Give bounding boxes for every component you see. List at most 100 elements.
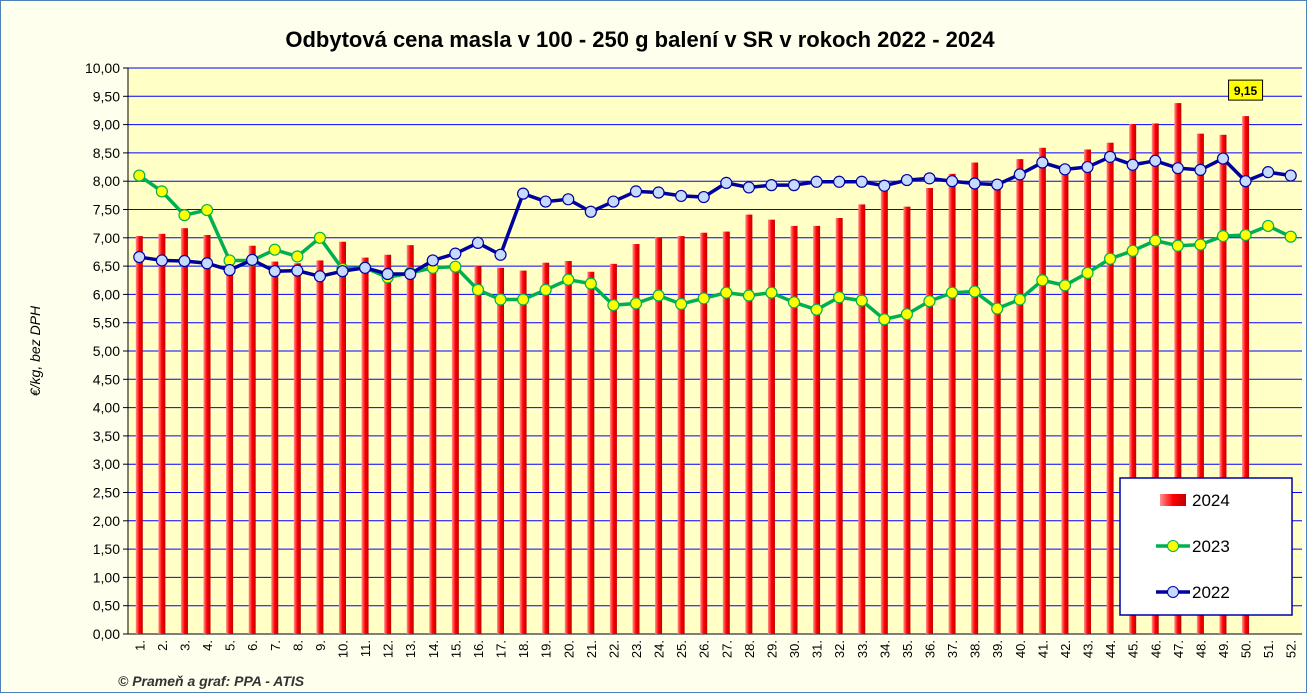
bar — [903, 206, 911, 635]
bar — [858, 204, 866, 634]
x-tick-label: 4. — [200, 640, 215, 651]
y-axis-label: €/kg, bez DPH — [27, 305, 43, 396]
point — [381, 267, 394, 281]
y-tick-label: 0,50 — [93, 598, 120, 614]
point — [539, 283, 552, 296]
point — [562, 273, 575, 286]
point — [900, 308, 914, 321]
bar — [384, 254, 392, 634]
x-tick-label: 33. — [855, 640, 870, 658]
point — [652, 186, 665, 199]
x-tick-label: 7. — [268, 640, 283, 651]
point — [133, 250, 146, 264]
y-tick-label: 1,50 — [93, 541, 120, 557]
point — [268, 243, 281, 256]
point — [358, 261, 372, 274]
point — [471, 236, 485, 249]
y-tick-label: 5,00 — [93, 343, 120, 359]
point — [991, 302, 1004, 315]
point — [720, 286, 733, 299]
bar — [519, 270, 527, 634]
point — [1262, 166, 1275, 179]
bar — [497, 267, 505, 634]
y-tick-label: 5,50 — [93, 315, 120, 331]
y-tick-label: 0,00 — [93, 626, 120, 642]
point — [584, 277, 597, 290]
point — [449, 260, 462, 273]
bar — [993, 186, 1001, 635]
x-tick-label: 21. — [584, 640, 599, 658]
legend-label: 2023 — [1192, 537, 1230, 556]
point — [900, 173, 914, 187]
y-tick-label: 7,50 — [93, 202, 120, 218]
x-tick-label: 37. — [945, 640, 960, 658]
point — [1171, 239, 1184, 252]
legend-label: 2022 — [1192, 583, 1230, 602]
bar — [700, 232, 708, 634]
x-tick-label: 29. — [764, 640, 779, 658]
point — [968, 285, 981, 298]
point — [1239, 175, 1252, 188]
point — [1081, 266, 1094, 279]
point — [1036, 274, 1049, 287]
point — [584, 205, 597, 218]
point — [1216, 230, 1230, 243]
x-tick-label: 31. — [810, 640, 825, 658]
y-tick-label: 9,00 — [93, 117, 120, 133]
x-tick-label: 40. — [1013, 640, 1028, 658]
bar — [564, 261, 572, 634]
point — [810, 303, 823, 316]
point — [1239, 228, 1252, 242]
bar — [1174, 103, 1182, 635]
point — [178, 209, 191, 222]
bar — [1038, 147, 1046, 634]
y-tick-label: 4,00 — [93, 400, 120, 416]
x-tick-label: 28. — [742, 640, 757, 658]
bar — [971, 162, 979, 634]
point — [923, 172, 936, 185]
source-note: © Prameň a graf: PPA - ATIS — [118, 673, 305, 689]
point — [675, 189, 688, 203]
data-label: 9,15 — [1234, 84, 1258, 98]
point — [1126, 244, 1139, 257]
point — [697, 190, 710, 204]
x-tick-label: 50. — [1239, 640, 1254, 658]
bar — [677, 236, 685, 635]
data-label-box — [1228, 79, 1264, 101]
point — [313, 270, 327, 283]
point — [1284, 169, 1297, 182]
bar — [1242, 116, 1250, 635]
y-tick-label: 7,00 — [93, 230, 120, 246]
x-tick-label: 39. — [990, 640, 1005, 658]
x-tick-label: 41. — [1035, 640, 1050, 658]
point — [155, 254, 168, 267]
x-tick-label: 20. — [561, 640, 576, 658]
point — [1149, 154, 1162, 167]
point — [539, 195, 552, 208]
point — [449, 247, 462, 260]
point — [1262, 219, 1275, 233]
bar — [722, 231, 730, 634]
bar — [655, 237, 663, 634]
bar — [158, 233, 166, 634]
point — [291, 264, 304, 277]
bar — [248, 245, 256, 634]
point — [765, 179, 778, 192]
bar — [203, 234, 211, 634]
bar — [429, 268, 437, 634]
x-tick-label: 10. — [335, 640, 350, 658]
point — [720, 176, 733, 189]
point — [426, 254, 439, 267]
point — [291, 250, 304, 263]
point — [1013, 293, 1026, 306]
point — [1036, 156, 1049, 169]
point — [629, 185, 643, 198]
x-tick-label: 3. — [177, 640, 192, 651]
bar — [293, 263, 301, 634]
point — [968, 177, 981, 190]
bar — [1061, 171, 1069, 634]
bar — [451, 263, 459, 634]
point — [1013, 168, 1026, 181]
point — [833, 291, 846, 304]
point — [336, 265, 349, 278]
